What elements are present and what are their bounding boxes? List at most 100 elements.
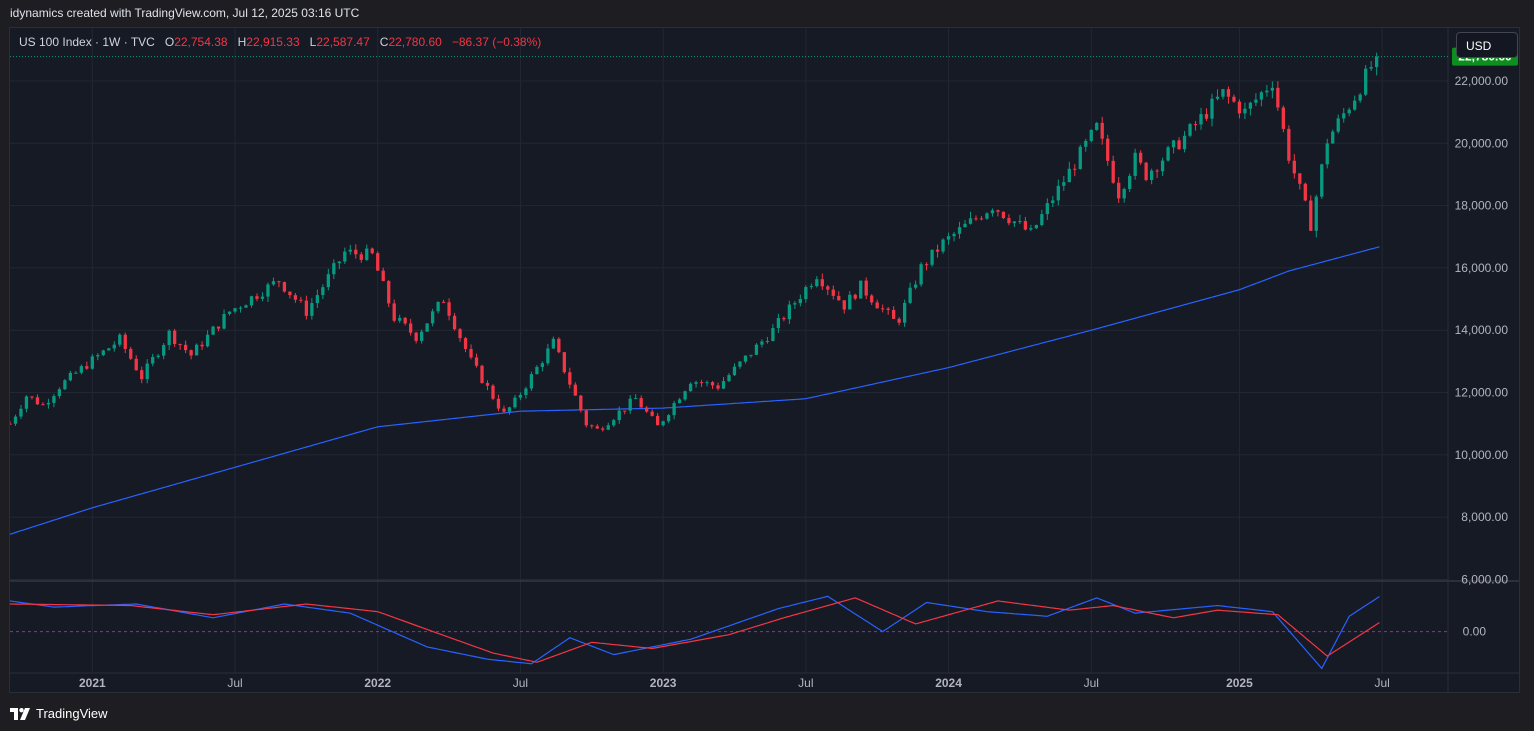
candle-down — [1117, 182, 1121, 199]
candle-down — [1001, 211, 1006, 219]
candle-down — [562, 352, 566, 373]
candle-up — [1012, 221, 1017, 224]
chart-frame[interactable]: 6,000.00 8,000.00 10,000.00 12,000.00 14,000… — [9, 27, 1520, 693]
candle-up — [162, 345, 166, 356]
candle-down — [1144, 162, 1148, 180]
candle-up — [101, 350, 105, 356]
candle-down — [820, 279, 824, 287]
candle-up — [1320, 164, 1324, 197]
candle-up — [244, 305, 248, 308]
candle-up — [90, 356, 94, 369]
candle-up — [238, 307, 243, 309]
chart-canvas[interactable]: 6,000.00 8,000.00 10,000.00 12,000.00 14,000… — [10, 28, 1519, 692]
candle-down — [557, 338, 561, 353]
candle-down — [1237, 101, 1242, 114]
candle-up — [919, 264, 923, 285]
candle-up — [798, 299, 802, 304]
candle-up — [1034, 225, 1039, 229]
candle-up — [79, 366, 83, 373]
candle-up — [1243, 108, 1247, 114]
candle-up — [398, 317, 402, 321]
candle-down — [881, 308, 885, 310]
candle-down — [502, 408, 506, 412]
candle-up — [52, 396, 56, 403]
candle-up — [63, 380, 67, 390]
candle-down — [853, 294, 857, 299]
candle-up — [804, 287, 808, 300]
moving-average-line — [10, 246, 1380, 535]
candle-down — [584, 410, 588, 426]
candle-up — [815, 279, 819, 287]
candle-up — [957, 227, 962, 234]
candle-up — [1375, 56, 1379, 68]
candle-down — [173, 330, 177, 345]
candle-down — [656, 415, 660, 426]
candle-up — [518, 394, 523, 398]
candle-up — [529, 374, 534, 389]
brand-name: TradingView — [36, 706, 108, 721]
candle-up — [1188, 124, 1192, 136]
candle-up — [677, 399, 682, 404]
candle-down — [573, 384, 577, 396]
candle-up — [1342, 113, 1346, 119]
candle-up — [1029, 228, 1033, 230]
currency-button[interactable]: USD — [1456, 32, 1518, 58]
candle-up — [612, 420, 616, 426]
candle-down — [282, 282, 287, 292]
candle-up — [419, 331, 424, 341]
candle-up — [107, 348, 111, 351]
candle-down — [1226, 89, 1231, 97]
candle-down — [979, 218, 984, 220]
candle-down — [1303, 183, 1307, 201]
candle-up — [1221, 89, 1225, 97]
candle-up — [332, 263, 336, 275]
candle-up — [941, 239, 945, 252]
candle-down — [376, 253, 380, 271]
candle-up — [666, 415, 671, 422]
brand[interactable]: TradingView — [10, 706, 108, 721]
candle-up — [194, 344, 199, 356]
candle-up — [1353, 100, 1357, 110]
legend-symbol[interactable]: US 100 Index · 1W · TVC — [19, 35, 155, 49]
candle-down — [447, 302, 451, 316]
candle-down — [216, 326, 221, 329]
candle-up — [266, 284, 270, 297]
legend-low-value: 22,587.47 — [316, 35, 370, 49]
candle-down — [699, 382, 704, 384]
candle-down — [924, 264, 929, 266]
time-tick-label: Jul — [1084, 676, 1099, 690]
candle-up — [952, 233, 956, 237]
candle-up — [68, 372, 73, 381]
time-tick-label: 2022 — [364, 676, 391, 690]
legend-open-value: 22,754.38 — [174, 35, 228, 49]
candle-down — [1204, 114, 1209, 119]
candle-down — [354, 249, 358, 255]
candle-down — [1232, 96, 1236, 102]
candle-down — [875, 302, 879, 309]
candle-up — [1259, 92, 1264, 100]
candle-up — [1331, 131, 1335, 144]
candle-up — [721, 381, 726, 389]
candle-up — [1128, 175, 1132, 189]
candle-up — [1051, 200, 1055, 204]
candle-up — [96, 355, 100, 357]
candle-down — [623, 410, 627, 412]
candle-up — [809, 286, 813, 288]
price-tick-label: 20,000.00 — [1455, 136, 1509, 150]
candle-up — [848, 294, 852, 310]
candle-up — [205, 334, 210, 347]
candle-up — [963, 223, 967, 228]
candle-up — [1182, 135, 1187, 150]
candle-up — [1084, 140, 1088, 147]
tradingview-logo-icon — [10, 707, 30, 720]
candle-up — [694, 382, 698, 384]
candle-up — [1171, 140, 1176, 148]
candle-up — [727, 375, 731, 382]
candle-down — [645, 407, 649, 412]
candle-up — [524, 388, 528, 395]
candle-up — [859, 280, 863, 299]
candle-up — [732, 366, 737, 376]
ohlc-legend: US 100 Index · 1W · TVC O22,754.38 H22,9… — [19, 35, 541, 49]
oscillator-slow-line — [10, 597, 1380, 663]
candle-down — [277, 281, 281, 283]
